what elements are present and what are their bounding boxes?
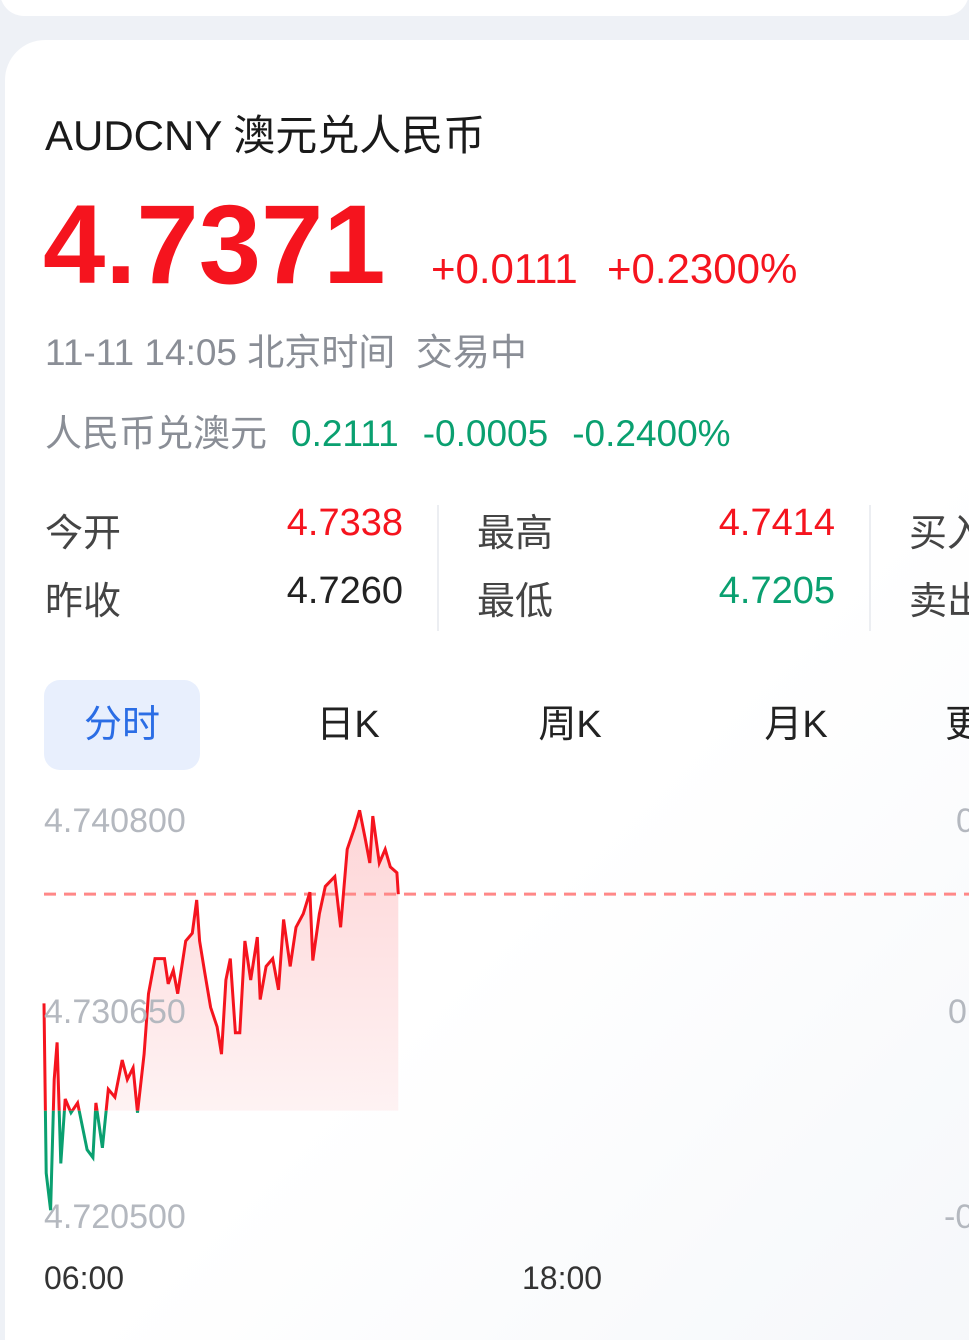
inverse-quote: 人民币兑澳元 0.2111 -0.0005 -0.2400% <box>45 403 731 457</box>
current-price: 4.7371 <box>43 182 386 307</box>
stat-ask-label: 卖出 <box>909 581 969 623</box>
timestamp: 11-11 14:05 北京时间 <box>45 332 396 373</box>
stat-bid-label: 买入 <box>909 513 969 555</box>
stat-open-label: 今开 <box>45 513 122 555</box>
intraday-chart[interactable] <box>0 0 969 1290</box>
quote-time: 11-11 14:05 北京时间 交易中 <box>45 322 527 376</box>
market-status: 交易中 <box>415 332 527 373</box>
price-change: +0.0111 <box>431 245 578 292</box>
x-tick-mid: 18:00 <box>522 1260 603 1296</box>
divider <box>869 505 871 631</box>
tab-daily-k[interactable]: 日K <box>316 704 380 746</box>
inverse-price: 0.2111 <box>291 413 399 454</box>
tab-more[interactable]: 更多 <box>945 704 969 746</box>
right-tick-mid: 0 <box>948 993 967 1031</box>
price-change-pct: +0.2300% <box>607 245 798 292</box>
right-tick-top: 0 <box>956 802 969 840</box>
stat-high-label: 最高 <box>477 513 554 555</box>
pair-name: 澳元兑人民币 <box>233 112 486 159</box>
stat-high-value: 4.7414 <box>718 502 835 544</box>
tab-monthly-k[interactable]: 月K <box>764 704 828 746</box>
stat-prevclose-value: 4.7260 <box>286 570 403 612</box>
y-tick-bottom: 4.720500 <box>44 1198 186 1236</box>
inverse-label: 人民币兑澳元 <box>45 413 267 454</box>
quote-card: AUDCNY 澳元兑人民币 4.7371 +0.0111 +0.2300% 11… <box>5 40 969 1340</box>
y-tick-mid: 4.730650 <box>44 993 186 1031</box>
stat-low-value: 4.7205 <box>718 570 835 612</box>
price-line-up <box>42 809 400 1111</box>
x-tick-start: 06:00 <box>44 1260 125 1296</box>
stat-open-value: 4.7338 <box>286 502 403 544</box>
divider <box>437 505 439 631</box>
inverse-change-pct: -0.2400% <box>572 413 731 454</box>
tab-intraday[interactable]: 分时 <box>44 680 200 770</box>
previous-card-edge <box>0 0 969 16</box>
right-tick-bottom: -0 <box>944 1198 969 1236</box>
stat-prevclose-label: 昨收 <box>45 581 122 623</box>
page-title: AUDCNY 澳元兑人民币 <box>45 102 485 163</box>
inverse-change: -0.0005 <box>422 413 549 454</box>
tab-weekly-k[interactable]: 周K <box>538 704 602 746</box>
stat-low-label: 最低 <box>477 581 554 623</box>
price-line-down <box>43 1110 140 1211</box>
y-tick-top: 4.740800 <box>44 802 186 840</box>
symbol: AUDCNY <box>45 112 222 159</box>
price-area-fill <box>44 810 399 1111</box>
